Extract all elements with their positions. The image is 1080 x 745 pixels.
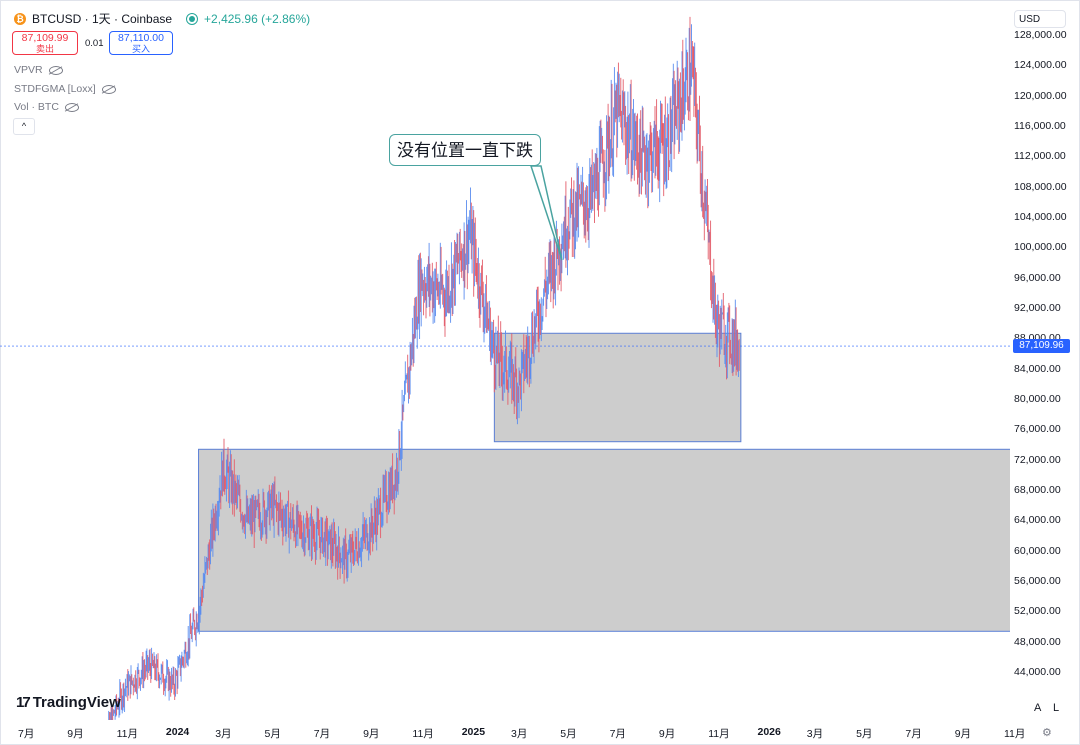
- y-tick-label: 72,000.00: [1014, 453, 1061, 466]
- chart-canvas[interactable]: [0, 0, 1010, 720]
- market-open-icon: [186, 12, 199, 25]
- y-tick-label: 92,000.00: [1014, 302, 1061, 314]
- auto-scale-button[interactable]: A: [1034, 702, 1042, 714]
- annotation-callout[interactable]: 没有位置一直下跌: [389, 134, 541, 166]
- y-tick-label: 124,000.00: [1014, 59, 1067, 72]
- y-tick-label: 128,000.00: [1014, 29, 1067, 41]
- collapse-indicators-button[interactable]: ^: [13, 118, 35, 135]
- indicator-label: STDFGMA [Loxx]: [14, 83, 96, 95]
- x-tick-label: 7月: [313, 728, 331, 740]
- y-tick-label: 76,000.00: [1014, 423, 1061, 436]
- tradingview-logo-icon: 17: [16, 694, 31, 711]
- x-tick-label: 11月: [708, 728, 730, 740]
- y-tick-label: 96,000.00: [1014, 271, 1061, 284]
- x-tick-label: 11月: [1004, 728, 1026, 740]
- x-tick-label: 2025: [461, 726, 486, 738]
- current-price-tag: 87,109.96: [1013, 339, 1070, 353]
- x-tick-label: 5月: [856, 728, 873, 740]
- y-tick-label: 80,000.00: [1014, 393, 1061, 405]
- x-tick-label: 9月: [67, 728, 84, 740]
- x-tick-label: 3月: [215, 728, 232, 740]
- currency-selector[interactable]: USD: [1014, 10, 1066, 28]
- x-tick-label: 5月: [264, 728, 281, 740]
- eye-off-icon[interactable]: [48, 65, 63, 75]
- x-tick-label: 7月: [905, 728, 922, 740]
- y-tick-label: 104,000.00: [1014, 211, 1067, 223]
- y-tick-label: 64,000.00: [1014, 514, 1061, 527]
- x-tick-label: 11月: [116, 728, 138, 740]
- indicator-stdfgma[interactable]: STDFGMA [Loxx]: [14, 83, 116, 95]
- indicator-vol[interactable]: Vol · BTC: [14, 101, 79, 113]
- x-tick-label: 7月: [609, 728, 626, 740]
- x-tick-label: 9月: [658, 728, 676, 740]
- tradingview-logo[interactable]: 17 TradingView: [16, 694, 121, 711]
- eye-off-icon[interactable]: [64, 102, 79, 112]
- x-tick-label: 2026: [757, 726, 781, 738]
- x-tick-label: 5月: [560, 728, 577, 740]
- y-tick-label: 68,000.00: [1014, 484, 1061, 496]
- x-tick-label: 11月: [412, 728, 434, 740]
- eye-off-icon[interactable]: [101, 84, 116, 94]
- y-tick-label: 44,000.00: [1014, 666, 1061, 678]
- settings-icon[interactable]: ⚙: [1042, 727, 1052, 739]
- buy-button[interactable]: 87,110.00 买入: [109, 31, 173, 55]
- y-tick-label: 52,000.00: [1014, 605, 1061, 618]
- buy-label: 买入: [131, 44, 150, 54]
- y-tick-label: 100,000.00: [1014, 241, 1067, 254]
- sell-label: 卖出: [35, 44, 54, 54]
- indicator-vpvr[interactable]: VPVR: [14, 64, 63, 76]
- sell-button[interactable]: 87,109.99 卖出: [12, 31, 78, 55]
- indicator-label: Vol · BTC: [14, 101, 59, 113]
- logo-text: TradingView: [32, 694, 121, 711]
- x-tick-label: 3月: [511, 728, 528, 740]
- upper-zone[interactable]: [493, 332, 742, 443]
- log-scale-button[interactable]: L: [1053, 702, 1060, 714]
- spread-value: 0.01: [85, 38, 104, 49]
- buy-price: 87,110.00: [118, 32, 164, 44]
- x-tick-label: 2024: [165, 726, 190, 738]
- symbol-legend: ₿ BTCUSD · 1天 · Coinbase +2,425.96 (+2.8…: [14, 10, 310, 27]
- y-tick-label: 120,000.00: [1014, 89, 1067, 102]
- sell-price: 87,109.99: [21, 32, 69, 44]
- price-change: +2,425.96 (+2.86%): [204, 11, 311, 26]
- y-tick-label: 84,000.00: [1014, 362, 1061, 375]
- x-tick-label: 7月: [18, 728, 35, 740]
- y-tick-label: 112,000.00: [1014, 150, 1066, 163]
- y-tick-label: 108,000.00: [1014, 180, 1067, 193]
- x-tick-label: 9月: [363, 728, 380, 740]
- symbol-title[interactable]: BTCUSD · 1天 · Coinbase: [32, 12, 173, 26]
- x-tick-label: 3月: [806, 728, 824, 740]
- y-tick-label: 56,000.00: [1014, 575, 1061, 587]
- x-tick-label: 9月: [954, 728, 972, 740]
- indicator-label: VPVR: [14, 64, 43, 76]
- y-tick-label: 60,000.00: [1014, 544, 1061, 557]
- bitcoin-icon: ₿: [14, 12, 26, 25]
- y-tick-label: 116,000.00: [1014, 120, 1066, 132]
- annotation-pointer: [529, 165, 563, 261]
- y-tick-label: 48,000.00: [1014, 635, 1061, 648]
